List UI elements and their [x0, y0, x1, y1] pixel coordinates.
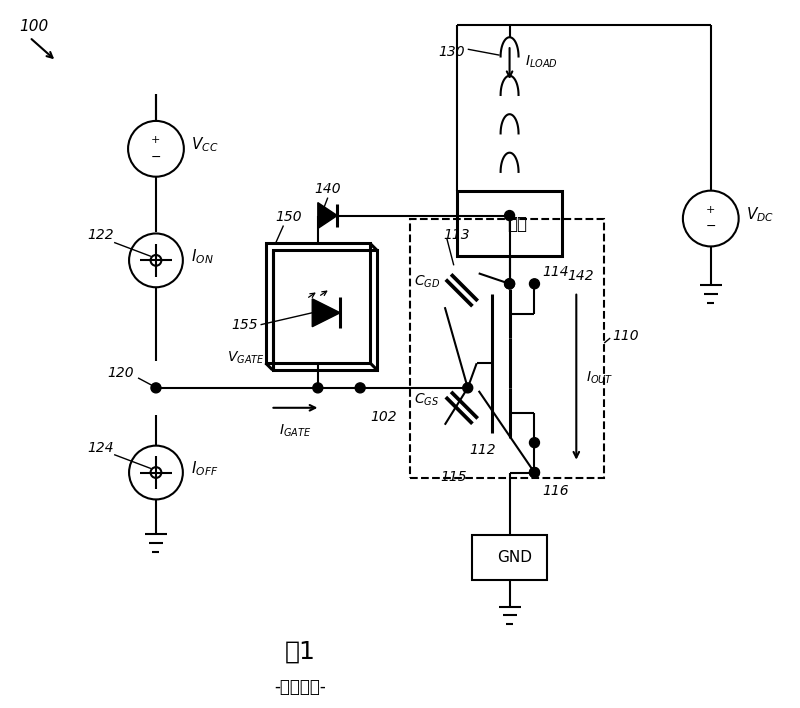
Text: 113: 113 — [444, 229, 470, 242]
Text: +: + — [151, 135, 161, 145]
Text: 124: 124 — [87, 440, 114, 455]
Text: 140: 140 — [314, 182, 341, 195]
Polygon shape — [312, 299, 340, 326]
Circle shape — [530, 467, 539, 477]
Text: 122: 122 — [87, 229, 114, 242]
Circle shape — [505, 279, 514, 289]
Bar — [410, 219, 604, 477]
Text: 110: 110 — [612, 329, 638, 343]
Text: V$_{GATE}$: V$_{GATE}$ — [226, 350, 265, 366]
Bar — [273, 251, 377, 370]
Circle shape — [505, 210, 514, 220]
Text: V$_{DC}$: V$_{DC}$ — [746, 205, 774, 224]
Text: 102: 102 — [370, 410, 397, 424]
Text: +: + — [706, 205, 715, 215]
Text: −: − — [150, 151, 162, 164]
Text: 100: 100 — [19, 19, 49, 34]
Text: C$_{GS}$: C$_{GS}$ — [414, 392, 439, 408]
Text: 150: 150 — [275, 210, 302, 224]
Text: 142: 142 — [567, 269, 594, 282]
Text: 图1: 图1 — [285, 640, 316, 664]
Circle shape — [530, 438, 539, 447]
Text: 112: 112 — [470, 442, 496, 457]
Bar — [472, 535, 547, 580]
Text: I$_{ON}$: I$_{ON}$ — [191, 247, 214, 266]
Text: GND: GND — [497, 549, 532, 565]
Circle shape — [151, 383, 161, 393]
Text: 116: 116 — [542, 484, 569, 498]
Polygon shape — [318, 202, 338, 229]
Circle shape — [530, 279, 539, 289]
Text: C$_{GD}$: C$_{GD}$ — [414, 274, 440, 290]
Text: I$_{OUT}$: I$_{OUT}$ — [586, 370, 614, 387]
Text: V$_{CC}$: V$_{CC}$ — [191, 135, 218, 154]
Text: −: − — [706, 220, 716, 234]
Circle shape — [355, 383, 365, 393]
Text: I$_{LOAD}$: I$_{LOAD}$ — [525, 54, 558, 70]
Text: I$_{GATE}$: I$_{GATE}$ — [279, 423, 312, 439]
Text: 130: 130 — [438, 45, 465, 59]
Bar — [266, 244, 370, 363]
Circle shape — [462, 383, 473, 393]
Circle shape — [530, 467, 539, 477]
Circle shape — [313, 383, 323, 393]
Bar — [458, 191, 562, 256]
Circle shape — [505, 279, 514, 289]
Text: 漏极: 漏极 — [507, 215, 527, 232]
Text: 115: 115 — [441, 469, 467, 484]
Text: 155: 155 — [231, 318, 258, 332]
Text: -现有技术-: -现有技术- — [274, 678, 326, 696]
Text: I$_{OFF}$: I$_{OFF}$ — [191, 459, 218, 478]
Text: 114: 114 — [542, 265, 569, 279]
Text: 120: 120 — [107, 366, 134, 380]
